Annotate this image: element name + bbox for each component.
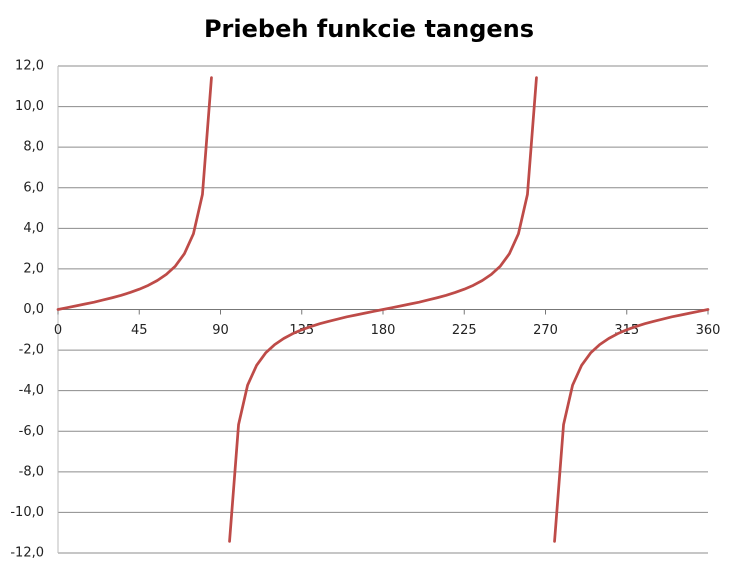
y-tick-label: -4,0 xyxy=(19,383,44,398)
y-tick-label: 0,0 xyxy=(23,302,44,317)
y-tick-label: 10,0 xyxy=(15,99,44,114)
x-tick-label: 45 xyxy=(131,323,148,338)
y-tick-label: 2,0 xyxy=(23,261,44,276)
chart-title: Priebeh funkcie tangens xyxy=(204,15,534,43)
x-tick-label: 270 xyxy=(533,323,558,338)
x-tick-label: 180 xyxy=(371,323,396,338)
x-tick-label: 360 xyxy=(696,323,721,338)
x-tick-label: 0 xyxy=(54,323,62,338)
data-line xyxy=(56,76,710,543)
y-tick-label: 12,0 xyxy=(15,59,44,74)
x-tick-label: 90 xyxy=(212,323,229,338)
y-tick-label: 4,0 xyxy=(23,221,44,236)
y-tick-label: 6,0 xyxy=(23,180,44,195)
y-tick-label: -10,0 xyxy=(10,505,44,520)
y-tick-label: -8,0 xyxy=(19,464,44,479)
x-tick-label: 225 xyxy=(452,323,477,338)
y-tick-label: -12,0 xyxy=(10,546,44,561)
y-tick-label: 8,0 xyxy=(23,140,44,155)
y-tick-label: -6,0 xyxy=(19,424,44,439)
y-tick-label: -2,0 xyxy=(19,343,44,358)
